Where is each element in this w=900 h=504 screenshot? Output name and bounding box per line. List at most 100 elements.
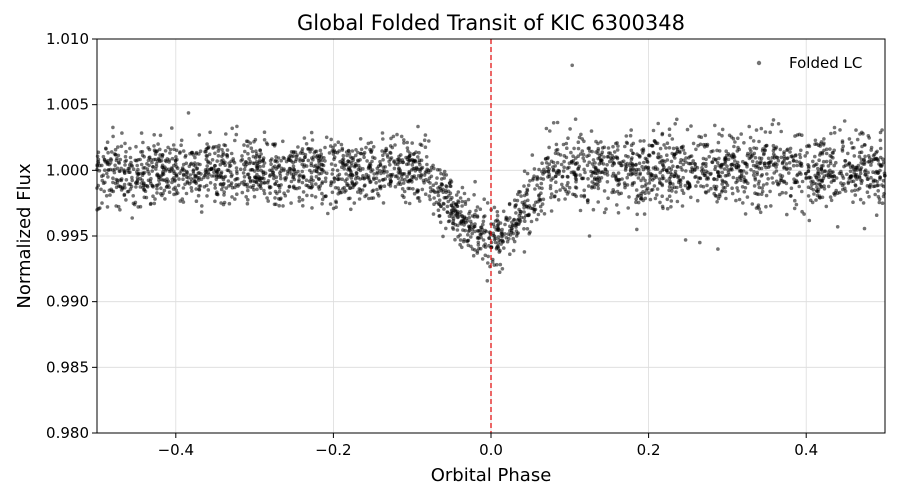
data-point [834, 188, 838, 193]
data-point [733, 159, 737, 163]
legend-label: Folded LC [789, 54, 862, 72]
data-point [246, 198, 250, 202]
data-point [282, 156, 287, 161]
data-point [479, 235, 483, 240]
data-point [625, 175, 629, 180]
data-point [151, 165, 155, 169]
data-point [314, 174, 319, 179]
data-point [767, 164, 772, 168]
data-point [186, 111, 191, 115]
data-point [752, 146, 756, 150]
data-point [512, 217, 516, 222]
data-point [155, 186, 159, 191]
data-point [436, 208, 441, 212]
data-point [141, 185, 145, 190]
data-point [766, 156, 771, 161]
data-point [118, 208, 122, 212]
data-point [340, 148, 345, 152]
data-point [646, 168, 651, 172]
data-point [824, 147, 829, 152]
data-point [866, 177, 870, 181]
data-point [247, 161, 252, 166]
data-point [756, 192, 761, 197]
data-point [375, 166, 380, 171]
data-point [587, 160, 591, 165]
data-point [184, 191, 189, 196]
data-point [514, 234, 519, 238]
data-point [807, 144, 812, 149]
data-point [262, 138, 267, 142]
data-point [590, 171, 595, 175]
data-point [479, 225, 483, 230]
data-point [424, 155, 429, 159]
data-point [647, 191, 651, 195]
data-point [561, 169, 566, 173]
data-point [596, 200, 600, 204]
data-point [153, 152, 158, 156]
data-point [673, 122, 677, 126]
data-point [647, 181, 652, 185]
data-point [615, 141, 619, 145]
data-point [478, 207, 483, 211]
data-point [503, 222, 507, 227]
data-point [254, 175, 258, 180]
data-point [632, 180, 636, 185]
data-point [356, 150, 360, 155]
data-point [268, 191, 272, 195]
data-point [119, 166, 123, 171]
data-point [651, 128, 656, 133]
data-point [196, 162, 200, 166]
data-point [626, 206, 630, 210]
data-point [560, 174, 565, 179]
data-point [349, 164, 354, 168]
data-point [762, 151, 766, 156]
data-point [522, 216, 526, 220]
data-point [317, 177, 321, 181]
data-point [583, 170, 587, 175]
data-point [436, 193, 441, 198]
data-point [840, 149, 845, 153]
data-point [733, 140, 737, 144]
data-point [756, 182, 761, 186]
data-point [529, 219, 534, 224]
data-point [574, 194, 578, 199]
data-point [414, 150, 418, 154]
data-point [514, 203, 518, 207]
data-point [466, 243, 471, 248]
data-point [549, 192, 554, 196]
data-point [721, 179, 725, 184]
data-point [273, 189, 278, 194]
data-point [672, 174, 677, 178]
data-point [730, 191, 735, 196]
data-point [819, 178, 824, 183]
data-point [462, 191, 467, 196]
data-point [162, 188, 167, 193]
data-point [740, 185, 745, 189]
data-point [207, 145, 211, 149]
data-point [623, 185, 627, 190]
data-point [754, 128, 759, 132]
data-point [486, 254, 491, 259]
data-point [103, 168, 107, 172]
data-point [784, 162, 789, 166]
data-point [179, 138, 184, 143]
data-point [605, 173, 610, 177]
data-point [853, 183, 858, 187]
data-point [551, 165, 555, 169]
data-point [822, 148, 826, 153]
data-point [820, 171, 824, 175]
data-point [197, 184, 201, 188]
data-point [596, 168, 601, 173]
data-point [437, 198, 442, 202]
data-point [671, 182, 675, 186]
data-point [247, 156, 251, 161]
data-point [412, 191, 417, 196]
data-point [737, 164, 741, 168]
data-point [400, 177, 404, 182]
data-point [680, 188, 684, 193]
data-point [766, 177, 770, 181]
data-point [412, 174, 417, 178]
data-point [362, 150, 367, 155]
data-point [668, 179, 672, 184]
y-tick-label: 1.005 [46, 96, 89, 114]
